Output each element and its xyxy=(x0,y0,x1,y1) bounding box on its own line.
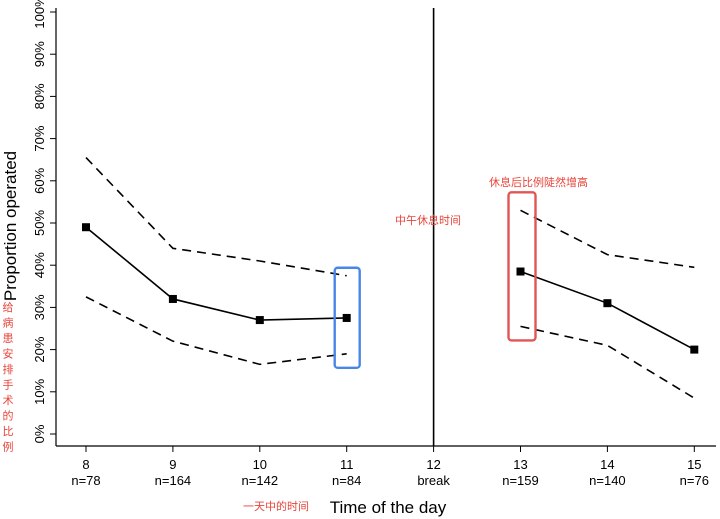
y-axis-annotation: 给病患安排手术的比例 xyxy=(3,301,14,454)
x-axis-title: Time of the day xyxy=(330,498,447,517)
lower-ci-line xyxy=(520,325,695,399)
x-sample-size-label: n=140 xyxy=(589,473,626,488)
axes xyxy=(55,8,716,447)
x-sample-size-label: n=142 xyxy=(242,473,279,488)
y-axis-title: Proportion operated xyxy=(1,151,20,301)
estimate-point xyxy=(516,267,525,276)
y-axis-annotation-char: 手 xyxy=(3,378,14,392)
afternoon-annotation: 休息后比例陡然增高 xyxy=(489,175,588,189)
y-tick-label: 90% xyxy=(32,41,47,67)
y-tick-label: 20% xyxy=(32,336,47,362)
x-tick-label: 15 xyxy=(687,457,701,472)
highlight-box-blue xyxy=(333,266,361,370)
lower-ci-line xyxy=(85,296,347,366)
y-tick-label: 70% xyxy=(32,125,47,151)
estimate-line xyxy=(520,270,695,351)
x-tick-label: 8 xyxy=(82,457,89,472)
y-axis-ticks: 0% 10% 20% 30% 40% 50% 60% 70% 80% 90% 100% xyxy=(32,0,56,443)
y-tick-label: 0% xyxy=(32,424,47,443)
x-axis-annotation: 一天中的时间 xyxy=(243,499,309,513)
x-tick-label: 13 xyxy=(513,457,527,472)
estimate-point xyxy=(168,294,177,303)
x-tick-label: 11 xyxy=(340,457,354,472)
x-tick-label: 12 xyxy=(426,457,440,472)
x-sample-size-label: n=164 xyxy=(155,473,192,488)
upper-ci-line xyxy=(520,209,695,269)
x-sample-size-label: n=84 xyxy=(332,473,361,488)
x-sample-size-label: n=159 xyxy=(502,473,539,488)
y-tick-label: 100% xyxy=(32,0,47,29)
y-axis-annotation-char: 患 xyxy=(3,332,14,345)
x-tick-label: 9 xyxy=(169,457,176,472)
y-axis-annotation-char: 给 xyxy=(3,301,14,314)
x-sample-size-label: break xyxy=(417,473,450,488)
y-axis-annotation-char: 术 xyxy=(3,394,14,407)
y-tick-label: 40% xyxy=(32,252,47,278)
x-tick-label: 10 xyxy=(253,457,267,472)
estimate-point xyxy=(603,299,612,308)
y-tick-label: 60% xyxy=(32,167,47,193)
y-axis-annotation-char: 的 xyxy=(3,409,14,423)
x-tick-label: 14 xyxy=(600,457,614,472)
estimate-point xyxy=(690,345,699,354)
break-annotation: 中午休息时间 xyxy=(395,213,461,227)
y-axis-annotation-char: 比 xyxy=(3,425,14,438)
estimate-line xyxy=(85,226,347,321)
y-axis-annotation-char: 排 xyxy=(3,362,14,376)
y-tick-label: 50% xyxy=(32,210,47,236)
highlight-boxes xyxy=(333,191,537,370)
x-sample-size-label: n=78 xyxy=(71,473,100,488)
series-layer xyxy=(82,157,699,399)
y-tick-label: 30% xyxy=(32,294,47,320)
y-tick-label: 10% xyxy=(32,378,47,404)
estimate-point xyxy=(82,223,90,232)
y-axis-annotation-char: 例 xyxy=(3,440,14,454)
highlight-box-red xyxy=(507,191,537,342)
estimate-point xyxy=(255,316,264,325)
x-sample-size-label: n=76 xyxy=(680,473,709,488)
y-tick-label: 80% xyxy=(32,83,47,109)
y-axis-annotation-char: 病 xyxy=(3,316,14,330)
y-axis-annotation-char: 安 xyxy=(3,347,14,361)
estimate-point xyxy=(342,313,351,322)
upper-ci-line xyxy=(85,157,347,277)
